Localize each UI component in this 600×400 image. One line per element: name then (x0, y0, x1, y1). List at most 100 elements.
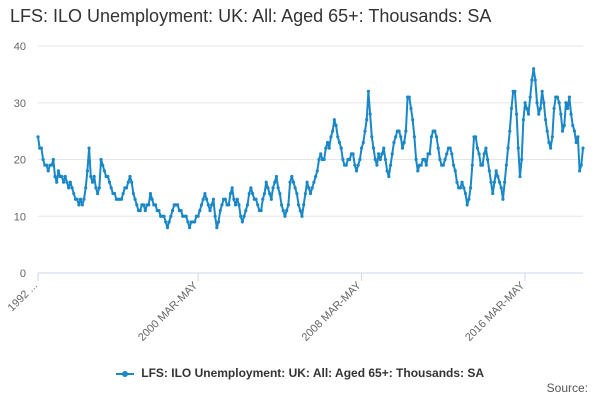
data-point[interactable] (99, 157, 103, 162)
data-point[interactable] (566, 106, 570, 111)
data-point[interactable] (65, 180, 69, 184)
data-point[interactable] (509, 106, 514, 111)
data-point[interactable] (576, 135, 580, 139)
data-point[interactable] (288, 180, 292, 184)
data-point[interactable] (130, 180, 134, 184)
data-point[interactable] (77, 203, 81, 207)
data-point[interactable] (450, 152, 454, 156)
data-point[interactable] (351, 152, 355, 156)
data-point[interactable] (50, 163, 54, 167)
data-point[interactable] (41, 157, 45, 162)
data-point[interactable] (399, 135, 403, 139)
data-point[interactable] (445, 152, 449, 156)
data-point[interactable] (51, 157, 55, 162)
data-point[interactable] (390, 152, 394, 156)
data-point[interactable] (543, 118, 548, 122)
data-point[interactable] (402, 140, 406, 145)
data-point[interactable] (486, 157, 490, 162)
data-point[interactable] (203, 191, 207, 196)
data-point[interactable] (147, 203, 151, 207)
data-point[interactable] (516, 146, 520, 150)
data-point[interactable] (359, 146, 364, 150)
data-point[interactable] (532, 67, 536, 71)
data-point[interactable] (520, 157, 524, 162)
data-point[interactable] (521, 118, 525, 122)
data-point[interactable] (388, 163, 393, 167)
data-point[interactable] (298, 208, 302, 213)
data-point[interactable] (324, 146, 328, 150)
data-point[interactable] (67, 186, 71, 190)
data-point[interactable] (433, 129, 437, 133)
data-point[interactable] (121, 191, 125, 196)
data-point[interactable] (230, 186, 234, 190)
data-point[interactable] (281, 208, 285, 213)
data-point[interactable] (564, 101, 568, 105)
data-point[interactable] (552, 106, 556, 111)
data-point[interactable] (269, 197, 273, 201)
data-point[interactable] (153, 203, 158, 207)
data-point[interactable] (579, 163, 583, 167)
data-point[interactable] (506, 146, 510, 150)
data-point[interactable] (310, 186, 314, 190)
data-point[interactable] (358, 157, 362, 162)
data-point[interactable] (232, 197, 236, 201)
data-point[interactable] (53, 174, 57, 179)
data-point[interactable] (555, 95, 560, 99)
data-point[interactable] (537, 112, 541, 116)
data-point[interactable] (545, 129, 549, 133)
data-point[interactable] (198, 208, 202, 213)
data-point[interactable] (497, 180, 502, 184)
data-point[interactable] (523, 101, 527, 105)
data-point[interactable] (239, 214, 243, 218)
data-point[interactable] (305, 180, 309, 184)
data-point[interactable] (513, 89, 517, 93)
data-point[interactable] (78, 197, 83, 201)
data-point[interactable] (128, 174, 132, 179)
data-point[interactable] (496, 174, 500, 179)
data-point[interactable] (354, 169, 359, 173)
data-point[interactable] (264, 180, 268, 184)
data-point[interactable] (87, 146, 91, 150)
data-point[interactable] (293, 186, 297, 190)
data-point[interactable] (373, 157, 377, 162)
data-point[interactable] (370, 135, 374, 139)
data-point[interactable] (327, 146, 331, 150)
data-point[interactable] (193, 220, 197, 224)
data-point[interactable] (131, 191, 135, 196)
data-point[interactable] (380, 152, 384, 156)
data-point[interactable] (348, 157, 352, 162)
data-point[interactable] (441, 163, 445, 167)
data-point[interactable] (394, 135, 398, 139)
data-point[interactable] (201, 197, 205, 201)
data-point[interactable] (235, 197, 239, 201)
data-point[interactable] (382, 146, 386, 150)
data-point[interactable] (94, 186, 98, 190)
data-point[interactable] (216, 220, 221, 224)
data-point[interactable] (274, 174, 279, 179)
data-point[interactable] (84, 186, 88, 190)
data-point[interactable] (361, 140, 365, 145)
data-point[interactable] (141, 203, 146, 207)
data-point[interactable] (480, 163, 485, 167)
data-point[interactable] (36, 135, 40, 139)
data-point[interactable] (526, 112, 531, 116)
data-point[interactable] (199, 203, 204, 207)
data-point[interactable] (167, 220, 171, 224)
data-point[interactable] (218, 208, 222, 213)
data-point[interactable] (560, 129, 565, 133)
data-point[interactable] (169, 214, 173, 218)
data-point[interactable] (233, 203, 238, 207)
data-point[interactable] (491, 191, 495, 196)
data-point[interactable] (150, 197, 154, 201)
data-point[interactable] (337, 140, 342, 145)
data-point[interactable] (285, 208, 289, 213)
data-point[interactable] (271, 186, 275, 190)
data-point[interactable] (451, 163, 456, 167)
data-point[interactable] (540, 89, 544, 93)
data-point[interactable] (211, 197, 216, 201)
data-point[interactable] (336, 135, 340, 139)
data-point[interactable] (312, 180, 316, 184)
data-point[interactable] (279, 203, 284, 207)
data-point[interactable] (268, 191, 272, 196)
data-point[interactable] (344, 163, 348, 167)
